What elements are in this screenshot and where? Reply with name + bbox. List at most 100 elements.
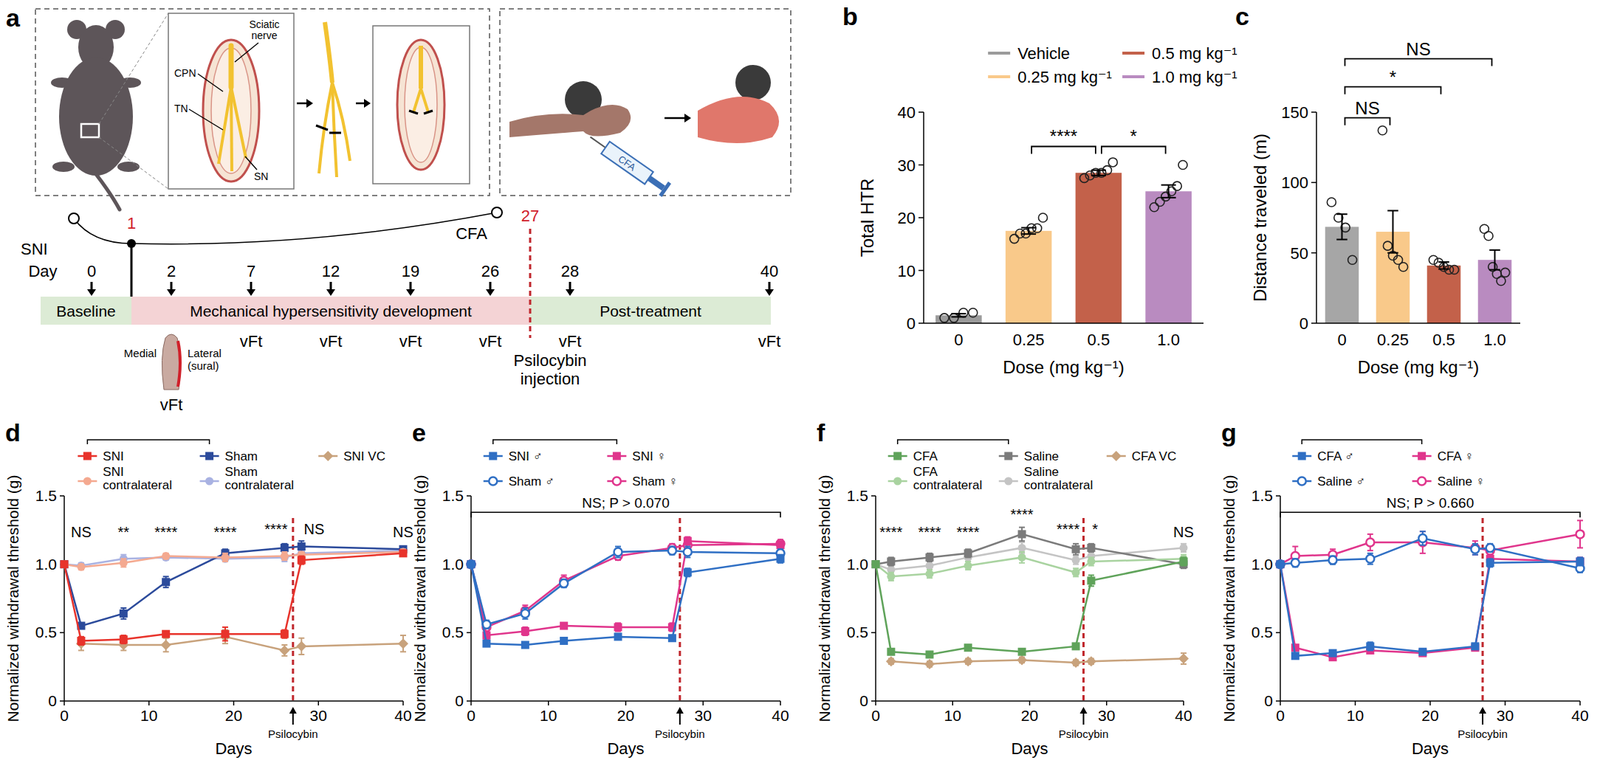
error-cap	[1091, 174, 1107, 177]
error-cap	[1387, 209, 1399, 212]
needle	[590, 137, 606, 148]
ligation	[423, 110, 433, 114]
point	[1291, 558, 1300, 568]
site-box	[81, 124, 99, 138]
error-cap	[1088, 574, 1095, 576]
tick-label: 1.0	[846, 555, 869, 573]
sig-label: ****	[154, 524, 178, 541]
x-tick	[402, 701, 404, 706]
point	[1418, 648, 1427, 657]
label: 26	[481, 262, 500, 281]
legend-label: 0.5 mg kg⁻¹	[1151, 44, 1238, 63]
panel: 01020304000.250.51.0Total HTRDose (mg kg…	[842, 2, 1238, 378]
point	[1155, 197, 1165, 207]
point	[1450, 265, 1459, 275]
legend-marker	[322, 451, 333, 462]
point	[1418, 534, 1427, 543]
point	[1276, 560, 1285, 569]
label-line: injection	[520, 369, 581, 389]
event-arrow-head	[1079, 707, 1087, 714]
error-cap	[1021, 233, 1036, 235]
point	[614, 623, 623, 632]
label: 7	[246, 262, 256, 281]
series-line	[471, 558, 781, 646]
tick-label: 0	[1337, 330, 1347, 350]
point	[1329, 556, 1338, 565]
label: vFt	[479, 332, 503, 351]
y-tick	[466, 632, 472, 635]
sig-bracket	[1031, 146, 1096, 154]
series-line	[64, 552, 404, 568]
point	[776, 541, 785, 550]
point	[397, 638, 409, 650]
point	[1382, 241, 1392, 251]
error-bar	[1489, 250, 1501, 271]
y-tick	[1311, 111, 1317, 113]
legend-marker	[1417, 452, 1426, 461]
marks	[935, 158, 1192, 324]
point	[1172, 181, 1182, 191]
event-arrow-head	[289, 707, 297, 714]
y-tick	[59, 495, 65, 497]
error-cap	[163, 651, 170, 653]
arrow-head	[406, 289, 415, 297]
error-cap	[1018, 527, 1025, 529]
tick-label: 0	[1264, 692, 1273, 710]
label: Medial	[124, 347, 157, 360]
label: 12	[321, 262, 340, 281]
error-bar	[1438, 262, 1450, 270]
panel: Psilocybin00.51.01.5010203040NS*********…	[4, 418, 414, 759]
error-bar	[1021, 228, 1036, 235]
bar	[1325, 226, 1360, 324]
axis-title: Normalized withdrawal threshold (g)	[815, 475, 833, 723]
mouse-fur	[735, 64, 771, 101]
legend-label: CFA ♀	[1437, 449, 1475, 464]
label: Mechanical hypersensitivity development	[189, 302, 472, 320]
sig-bracket	[1345, 87, 1442, 95]
point	[1365, 538, 1375, 548]
x-tick	[1106, 701, 1108, 706]
point	[924, 659, 935, 670]
event-arrow	[292, 713, 294, 726]
x-tick	[1279, 701, 1282, 706]
point	[60, 560, 69, 569]
injection-line	[529, 228, 532, 339]
x-tick	[874, 701, 877, 706]
phase	[131, 296, 531, 325]
x-tick	[233, 701, 235, 706]
arrow-head	[87, 289, 96, 297]
y-tick	[1311, 252, 1317, 254]
point	[76, 563, 85, 572]
legend-marker	[83, 477, 92, 486]
point	[1365, 555, 1375, 564]
point	[1086, 576, 1095, 585]
nerve-branch	[231, 87, 246, 159]
point	[161, 552, 170, 561]
label: 2	[166, 262, 176, 281]
tick-label: 0	[906, 314, 916, 333]
point	[1018, 544, 1027, 553]
point	[1576, 557, 1585, 566]
y-axis	[1279, 496, 1282, 702]
tick-label: 0	[454, 692, 464, 710]
legend-label: Sham ♀	[632, 474, 678, 489]
sig-label: NS	[1173, 524, 1194, 541]
axis-title: Distance traveled (m)	[1250, 133, 1270, 302]
tick-label: 0.5	[35, 623, 57, 641]
point	[1016, 654, 1028, 666]
y-tick	[59, 700, 65, 703]
point	[1072, 568, 1081, 577]
x-tick	[1579, 701, 1581, 706]
y-tick	[871, 495, 876, 497]
sig-label: *	[1389, 67, 1397, 88]
tick-label: 1.5	[35, 487, 57, 505]
event-line	[291, 518, 294, 702]
point	[467, 560, 476, 569]
axis-title: Dose (mg kg⁻¹)	[1357, 357, 1480, 378]
tick-label: 0.5	[1432, 330, 1456, 350]
y-tick	[871, 700, 876, 703]
tick-label: 0	[466, 707, 476, 725]
legend-swatch	[987, 75, 1011, 79]
error-cap	[400, 651, 407, 653]
sig-label: NS	[1405, 39, 1431, 60]
